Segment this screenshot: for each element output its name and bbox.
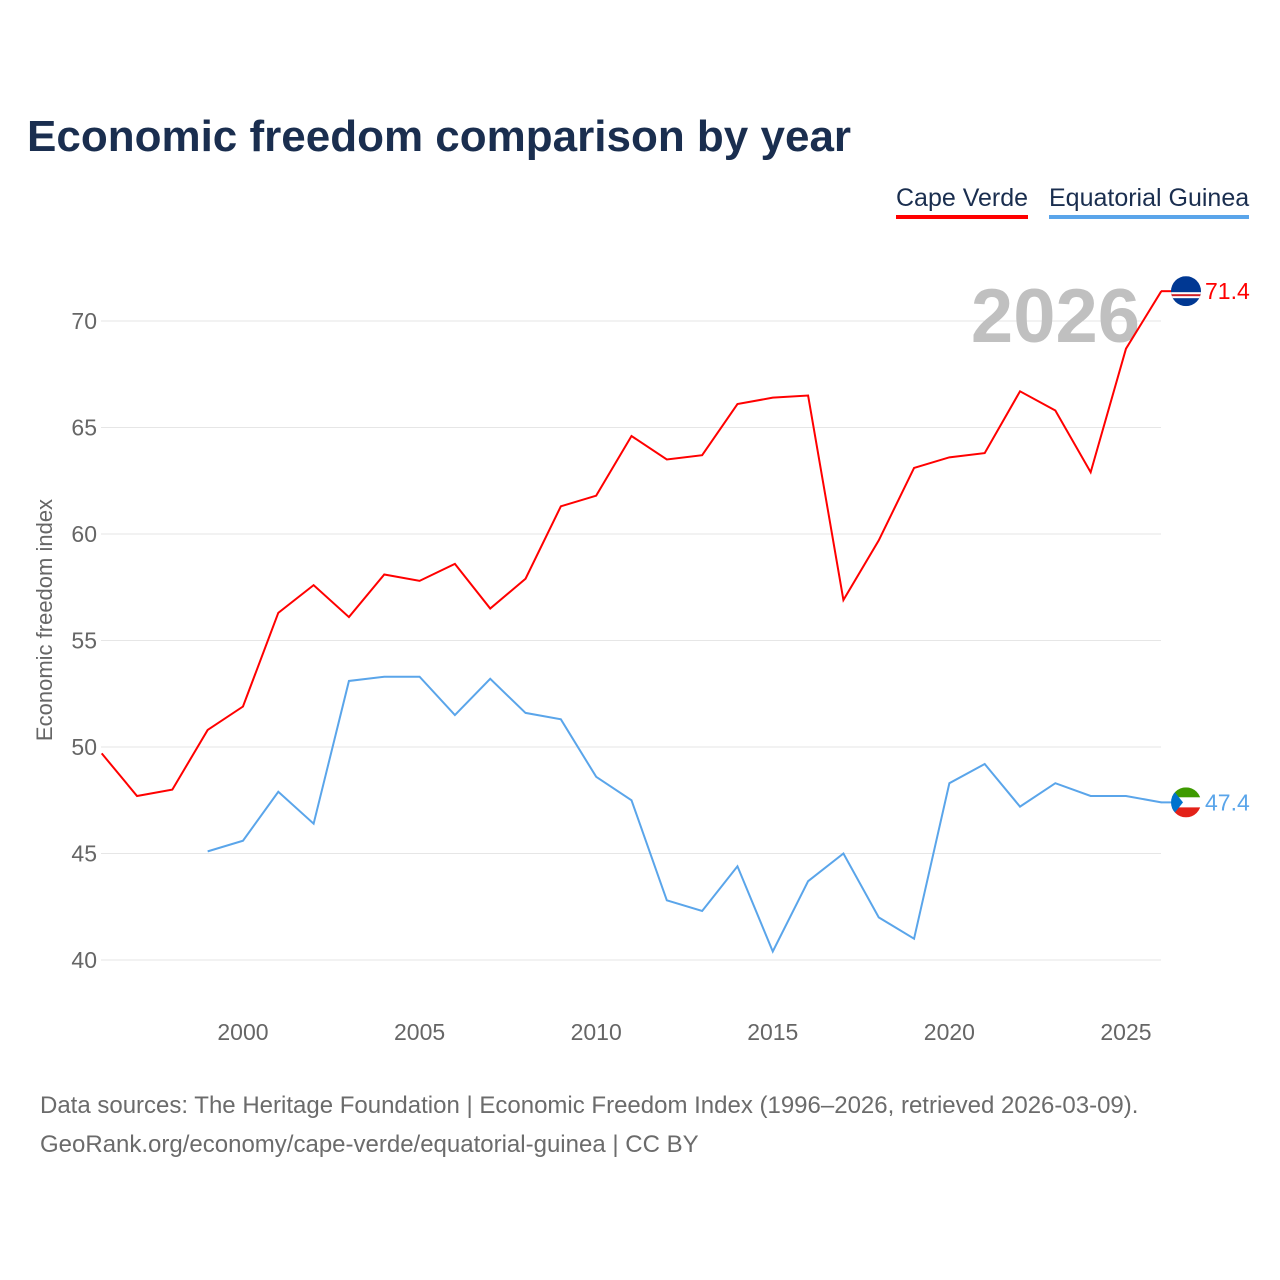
end-value-label: 47.4: [1205, 789, 1250, 815]
y-tick-label: 55: [71, 628, 97, 654]
y-tick-label: 65: [71, 415, 97, 441]
y-tick-label: 60: [71, 521, 97, 547]
x-tick-label: 2015: [747, 1019, 798, 1045]
series-line-cape-verde: [100, 290, 1163, 798]
x-tick-label: 2005: [394, 1019, 445, 1045]
y-axis-label: Economic freedom index: [32, 499, 57, 741]
y-tick-label: 70: [71, 308, 97, 334]
y-tick-label: 50: [71, 734, 97, 760]
footer-link[interactable]: GeoRank.org/economy/cape-verde/equatoria…: [40, 1131, 699, 1158]
equatorial-guinea-flag-icon: [1171, 787, 1201, 818]
legend-equatorial-guinea[interactable]: Equatorial Guinea: [1049, 184, 1250, 219]
footer-sources: Data sources: The Heritage Foundation | …: [40, 1092, 1139, 1119]
end-value-label: 71.4: [1205, 278, 1250, 304]
x-tick-label: 2020: [924, 1019, 975, 1045]
cape-verde-flag-icon: [1171, 276, 1201, 307]
year-label: 2026: [971, 274, 1140, 359]
x-tick-label: 2000: [217, 1019, 268, 1045]
chart-title: Economic freedom comparison by year: [27, 112, 852, 161]
x-tick-label: 2010: [571, 1019, 622, 1045]
y-tick-label: 40: [71, 947, 97, 973]
y-tick-label: 45: [71, 841, 97, 867]
x-tick-label: 2025: [1100, 1019, 1151, 1045]
series-line-equatorial-guinea: [207, 675, 1162, 954]
footer: Data sources: The Heritage Foundation | …: [40, 1086, 1138, 1164]
legend-cape-verde[interactable]: Cape Verde: [896, 184, 1029, 219]
